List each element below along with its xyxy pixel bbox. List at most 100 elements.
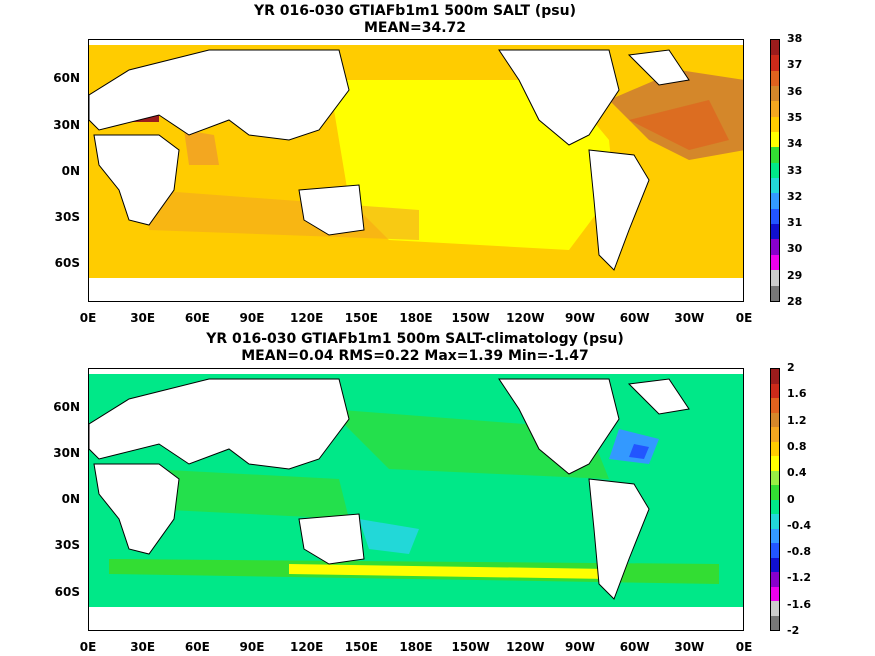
bottom-lon-label: 90W [565, 640, 595, 654]
colorbar-swatch [771, 86, 779, 102]
bottom-colorbar-label: 0.8 [787, 439, 807, 453]
bottom-colorbar-label: 2 [787, 361, 795, 374]
top-lon-label: 150E [344, 311, 378, 325]
colorbar-swatch [771, 398, 779, 413]
top-lon-label: 0E [79, 311, 97, 325]
top-title: YR 016-030 GTIAFb1m1 500m SALT (psu) [253, 3, 577, 19]
colorbar-swatch [771, 470, 779, 485]
bottom-colorbar-label: -1.2 [787, 571, 812, 585]
top-lat-label: 30S [54, 210, 80, 224]
colorbar-swatch [771, 70, 779, 87]
top-map-field [89, 40, 743, 301]
bottom-lon-label: 60W [619, 640, 650, 654]
top-colorbar-label: 30 [787, 242, 803, 256]
top-lon-label: 180E [399, 311, 433, 325]
colorbar-swatch [771, 427, 779, 442]
colorbar-swatch [771, 239, 779, 255]
bottom-colorbar-label: 1.6 [787, 387, 807, 401]
colorbar-swatch [771, 586, 779, 601]
colorbar-swatch [771, 162, 779, 179]
colorbar-swatch [771, 270, 779, 286]
colorbar-swatch [771, 208, 779, 225]
top-lat-label: 0N [61, 164, 80, 178]
colorbar-swatch [771, 499, 779, 514]
top-salinity-map [88, 39, 744, 302]
top-colorbar [770, 39, 780, 302]
top-lat-label: 30N [53, 118, 80, 132]
top-colorbar-label: 32 [787, 189, 803, 203]
top-lon-label: 120E [290, 311, 324, 325]
bottom-lon-label: 120E [290, 640, 324, 654]
top-lon-label: 120W [506, 311, 545, 325]
colorbar-swatch [771, 601, 779, 616]
bottom-lat-label: 30N [53, 446, 80, 460]
bottom-colorbar-label: -0.8 [787, 545, 812, 559]
bottom-map-field [89, 369, 743, 630]
colorbar-swatch [771, 178, 779, 194]
colorbar-swatch [771, 528, 779, 543]
top-colorbar-label: 37 [787, 58, 803, 72]
bottom-lon-label: 0E [79, 640, 97, 654]
bottom-lon-label: 30W [674, 640, 705, 654]
bottom-lon-label: 0E [735, 640, 753, 654]
bottom-lat-label: 0N [61, 492, 80, 506]
bottom-colorbar [770, 368, 780, 631]
top-colorbar-label: 33 [787, 163, 803, 177]
colorbar-swatch [771, 369, 779, 384]
colorbar-swatch [771, 132, 779, 148]
top-colorbar-label: 36 [787, 84, 803, 98]
bottom-colorbar-label: 1.2 [787, 413, 807, 427]
colorbar-swatch [771, 615, 779, 630]
top-lon-label: 30E [130, 311, 156, 325]
colorbar-swatch [771, 285, 779, 301]
bottom-colorbar-label: -0.4 [787, 518, 812, 532]
colorbar-swatch [771, 485, 779, 500]
top-colorbar-label: 34 [787, 137, 803, 151]
colorbar-swatch [771, 101, 779, 117]
top-lon-label: 90E [239, 311, 265, 325]
bottom-lon-label: 120W [506, 640, 545, 654]
bottom-anomaly-map [88, 368, 744, 631]
colorbar-swatch [771, 412, 779, 427]
colorbar-swatch [771, 514, 779, 529]
top-lon-label: 60W [619, 311, 650, 325]
bottom-title: YR 016-030 GTIAFb1m1 500m SALT-climatolo… [206, 331, 624, 347]
bottom-lat-label: 60N [53, 400, 80, 414]
bottom-lon-label: 180E [399, 640, 433, 654]
top-lat-label: 60S [54, 256, 80, 270]
top-lon-label: 30W [674, 311, 705, 325]
bottom-lon-label: 150E [344, 640, 378, 654]
bottom-colorbar-label: 0.4 [787, 466, 807, 480]
bottom-colorbar-label: 0 [787, 492, 795, 506]
bottom-lat-label: 30S [54, 538, 80, 552]
colorbar-swatch [771, 254, 779, 271]
top-lat-label: 60N [53, 71, 80, 85]
top-colorbar-label: 28 [787, 295, 803, 308]
bottom-lat-label: 60S [54, 585, 80, 599]
top-colorbar-label: 31 [787, 216, 803, 230]
colorbar-swatch [771, 40, 779, 56]
bottom-lon-label: 30E [130, 640, 156, 654]
top-lon-label: 90W [565, 311, 595, 325]
top-mean-label: MEAN=34.72 [363, 20, 467, 36]
colorbar-swatch [771, 543, 779, 558]
bottom-lon-label: 60E [184, 640, 210, 654]
bottom-colorbar-label: -2 [787, 624, 800, 637]
colorbar-swatch [771, 224, 779, 240]
colorbar-swatch [771, 55, 779, 71]
top-colorbar-label: 35 [787, 110, 803, 124]
colorbar-swatch [771, 441, 779, 456]
top-lon-label: 150W [451, 311, 490, 325]
colorbar-swatch [771, 193, 779, 209]
bottom-lon-label: 150W [451, 640, 490, 654]
top-colorbar-label: 38 [787, 32, 803, 45]
bottom-lon-label: 90E [239, 640, 265, 654]
top-colorbar-label: 29 [787, 268, 803, 282]
top-lon-label: 60E [184, 311, 210, 325]
colorbar-swatch [771, 572, 779, 587]
bottom-stats-label: MEAN=0.04 RMS=0.22 Max=1.39 Min=-1.47 [241, 348, 589, 364]
colorbar-swatch [771, 116, 779, 133]
colorbar-swatch [771, 456, 779, 471]
colorbar-swatch [771, 383, 779, 398]
bottom-colorbar-label: -1.6 [787, 597, 812, 611]
